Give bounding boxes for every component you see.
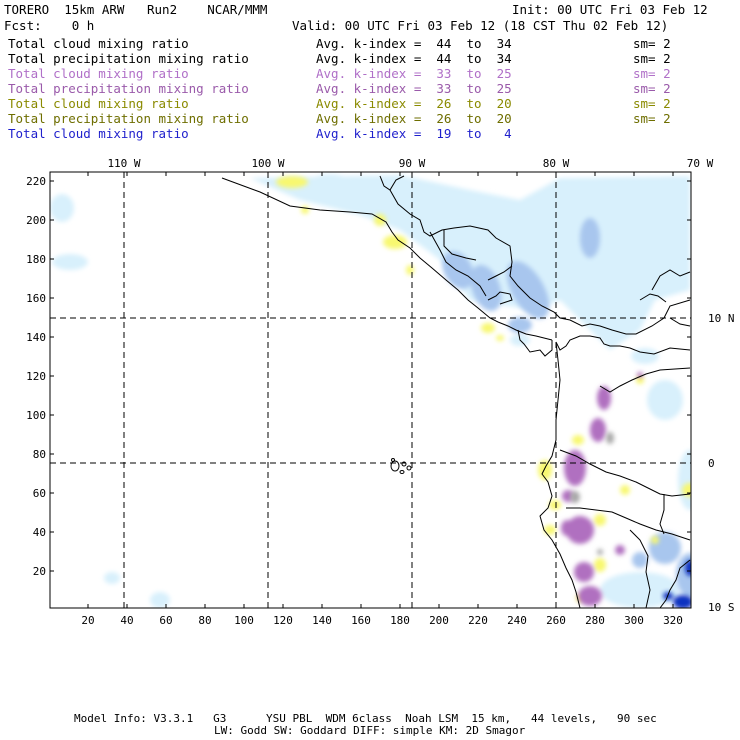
- legend-name-0: Total cloud mixing ratio: [8, 36, 189, 51]
- x-tick-label: 100: [234, 614, 254, 627]
- x-tick-label: 180: [390, 614, 410, 627]
- legend-name-1: Total precipitation mixing ratio: [8, 51, 249, 66]
- legend-kindex-6: Avg. k-index = 19 to 4: [316, 126, 512, 141]
- x-tick-label: 300: [624, 614, 644, 627]
- lat-label: 10 N: [708, 312, 735, 325]
- legend-sm-4: sm= 2: [633, 96, 671, 111]
- x-tick-label: 220: [468, 614, 488, 627]
- axis-tick-labels: 110 W 100 W 90 W 80 W 70 W 10 N 0 10 S 220 200 180…: [26, 157, 734, 627]
- lat-label: 0: [708, 457, 715, 470]
- lon-label: 90 W: [399, 157, 426, 170]
- lon-label: 70 W: [687, 157, 714, 170]
- legend-kindex-3: Avg. k-index = 33 to 25: [316, 81, 512, 96]
- deep-blue-cloud-areas: [663, 560, 691, 608]
- x-tick-label: 120: [273, 614, 293, 627]
- legend-name-5: Total precipitation mixing ratio: [8, 111, 249, 126]
- lon-label: 100 W: [251, 157, 284, 170]
- x-tick-label: 140: [312, 614, 332, 627]
- y-tick-label: 100: [26, 409, 46, 422]
- legend-name-2: Total cloud mixing ratio: [8, 66, 189, 81]
- y-tick-label: 200: [26, 214, 46, 227]
- legend-kindex-4: Avg. k-index = 26 to 20: [316, 96, 512, 111]
- lon-label: 110 W: [107, 157, 140, 170]
- x-tick-label: 60: [159, 614, 172, 627]
- y-tick-label: 40: [33, 526, 46, 539]
- legend-kindex-1: Avg. k-index = 44 to 34: [316, 51, 512, 66]
- x-tick-label: 40: [120, 614, 133, 627]
- legend-name-4: Total cloud mixing ratio: [8, 96, 189, 111]
- light-cloud-areas: [50, 174, 691, 608]
- y-tick-label: 60: [33, 487, 46, 500]
- gray-areas: [570, 432, 614, 555]
- legend-kindex-0: Avg. k-index = 44 to 34: [316, 36, 512, 51]
- model-title: TORERO 15km ARW Run2 NCAR/MMM: [4, 2, 268, 17]
- valid-time: Valid: 00 UTC Fri 03 Feb 12 (18 CST Thu …: [292, 18, 669, 33]
- x-tick-label: 260: [546, 614, 566, 627]
- y-tick-label: 120: [26, 370, 46, 383]
- coastlines: [221, 175, 691, 608]
- x-tick-label: 200: [429, 614, 449, 627]
- x-tick-label: 20: [81, 614, 94, 627]
- y-tick-label: 220: [26, 175, 46, 188]
- legend-name-3: Total precipitation mixing ratio: [8, 81, 249, 96]
- y-tick-label: 180: [26, 253, 46, 266]
- legend-sm-3: sm= 2: [633, 81, 671, 96]
- legend-sm-0: sm= 2: [633, 36, 671, 51]
- x-tick-label: 240: [507, 614, 527, 627]
- x-tick-label: 160: [351, 614, 371, 627]
- x-tick-label: 80: [198, 614, 211, 627]
- plot-frame: [49, 171, 692, 609]
- lon-label: 80 W: [543, 157, 570, 170]
- y-tick-label: 140: [26, 331, 46, 344]
- y-tick-label: 160: [26, 292, 46, 305]
- init-time: Init: 00 UTC Fri 03 Feb 12: [512, 2, 708, 17]
- galapagos-islands: [390, 458, 412, 474]
- legend-kindex-2: Avg. k-index = 33 to 25: [316, 66, 512, 81]
- purple-areas: [561, 372, 643, 606]
- x-tick-label: 320: [663, 614, 683, 627]
- legend-sm-5: sm= 2: [633, 111, 671, 126]
- field-shading: [50, 174, 691, 608]
- legend-sm-2: sm= 2: [633, 66, 671, 81]
- legend-kindex-5: Avg. k-index = 26 to 20: [316, 111, 512, 126]
- legend-sm-1: sm= 2: [633, 51, 671, 66]
- model-info: Model Info: V3.3.1 G3 YSU PBL WDM 6class…: [74, 712, 657, 725]
- legend-name-6: Total cloud mixing ratio: [8, 126, 189, 141]
- lat-lon-grid: [50, 172, 691, 608]
- x-tick-label: 280: [585, 614, 605, 627]
- axis-ticks: [50, 172, 691, 608]
- model-physics: LW: Godd SW: Goddard DIFF: simple KM: 2D…: [214, 724, 526, 737]
- y-tick-label: 80: [33, 448, 46, 461]
- lat-label: 10 S: [708, 601, 735, 614]
- forecast-hour: Fcst: 0 h: [4, 18, 95, 33]
- y-tick-label: 20: [33, 565, 46, 578]
